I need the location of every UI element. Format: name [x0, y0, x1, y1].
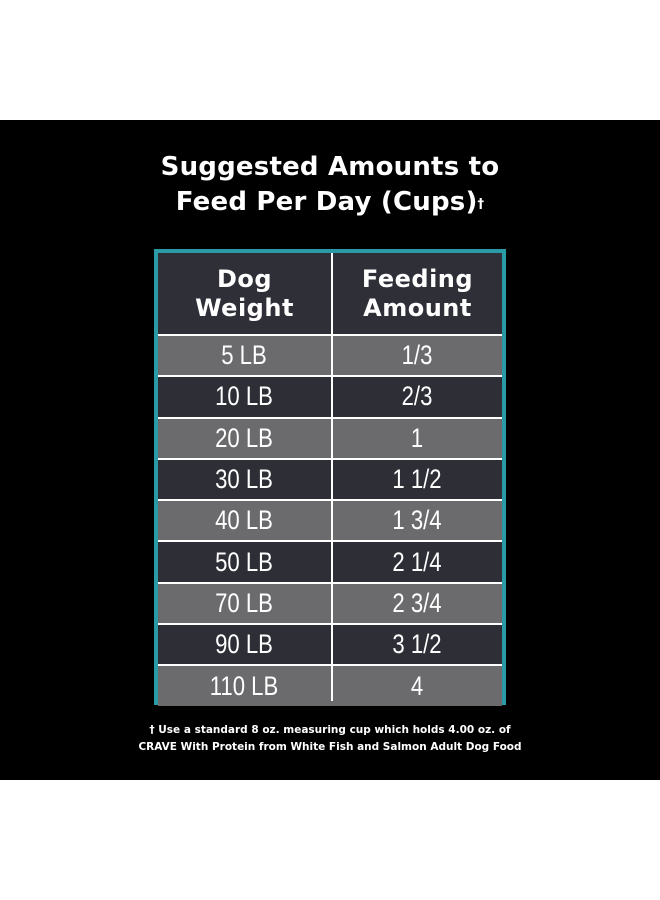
table-row: 40 LB 1 3/4 — [158, 499, 502, 541]
weight-cell: 50 LB — [215, 546, 273, 577]
header-dog-weight: Dog Weight — [195, 264, 294, 322]
amount-cell: 4 — [410, 670, 424, 701]
amount-cell: 3 1/2 — [392, 629, 442, 660]
title-line-2: Feed Per Day (Cups)† — [175, 187, 485, 217]
table-row: 10 LB 2/3 — [158, 375, 502, 417]
weight-cell: 40 LB — [215, 505, 273, 536]
feeding-table: Dog Weight Feeding Amount 5 LB 1/3 10 LB 2… — [154, 249, 506, 706]
column-divider — [331, 253, 333, 701]
table-row: 70 LB 2 3/4 — [158, 581, 502, 624]
table-header: Dog Weight Feeding Amount — [158, 253, 502, 334]
weight-cell: 5 LB — [221, 340, 267, 371]
header-feeding-amount: Feeding Amount — [361, 264, 474, 322]
table-body: 5 LB 1/3 10 LB 2/3 20 LB 1 30 LB 1 1/2 40 LB… — [158, 334, 502, 706]
footnote-line-2: CRAVE With Protein from White Fish and S… — [138, 741, 522, 753]
weight-cell: 90 LB — [215, 629, 273, 660]
amount-cell: 1 — [410, 422, 424, 453]
table-row: 5 LB 1/3 — [158, 334, 502, 376]
table-row: 90 LB 3 1/2 — [158, 623, 502, 665]
table-row: 50 LB 2 1/4 — [158, 540, 502, 582]
weight-cell: 70 LB — [215, 587, 273, 618]
title-line-1: Suggested Amounts to — [160, 152, 500, 182]
chart-title: Suggested Amounts to Feed Per Day (Cups)… — [0, 150, 660, 220]
table-row: 30 LB 1 1/2 — [158, 457, 502, 500]
dagger-mark: † — [477, 197, 485, 212]
amount-cell: 1/3 — [401, 340, 433, 371]
amount-cell: 1 1/2 — [392, 464, 442, 495]
amount-cell: 2 1/4 — [392, 546, 442, 577]
footnote-line-1: † Use a standard 8 oz. measuring cup whi… — [149, 724, 511, 736]
amount-cell: 1 3/4 — [392, 505, 442, 536]
weight-cell: 10 LB — [215, 381, 273, 412]
table-row: 20 LB 1 — [158, 416, 502, 458]
amount-cell: 2/3 — [401, 381, 433, 412]
weight-cell: 30 LB — [215, 464, 273, 495]
amount-cell: 2 3/4 — [392, 587, 442, 618]
weight-cell: 110 LB — [209, 670, 279, 701]
footnote: † Use a standard 8 oz. measuring cup whi… — [0, 722, 660, 756]
table-row: 110 LB 4 — [158, 664, 502, 706]
weight-cell: 20 LB — [215, 422, 273, 453]
